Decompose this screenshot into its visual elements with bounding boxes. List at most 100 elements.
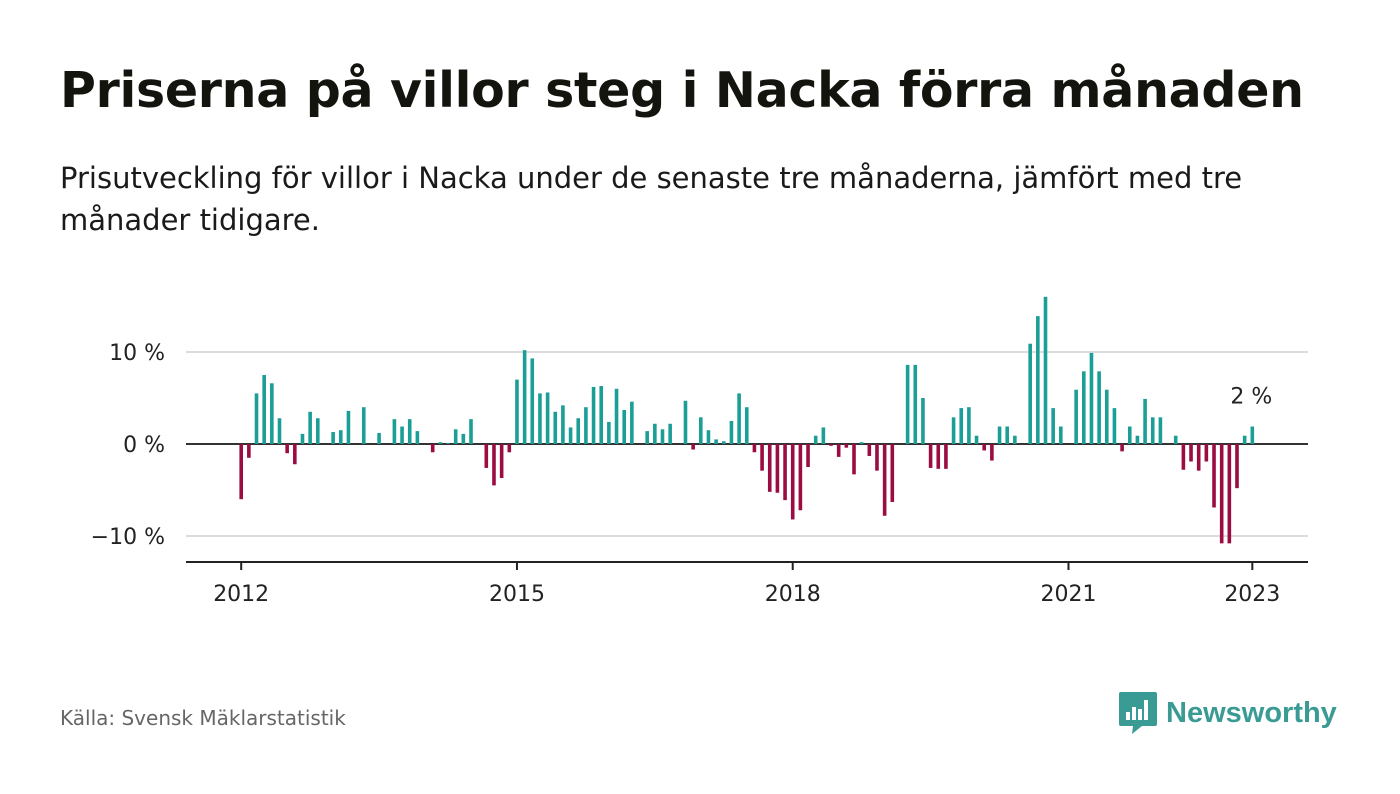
bar bbox=[760, 444, 764, 471]
bar bbox=[668, 423, 672, 444]
bar bbox=[729, 421, 734, 444]
bar bbox=[974, 435, 979, 444]
bar bbox=[752, 444, 757, 453]
bar bbox=[1112, 408, 1117, 444]
bar bbox=[331, 432, 335, 444]
bar bbox=[239, 444, 243, 500]
bar bbox=[599, 386, 604, 444]
bar bbox=[308, 411, 312, 444]
bar bbox=[936, 444, 941, 469]
x-tick-label: 2018 bbox=[765, 582, 821, 607]
bar bbox=[545, 392, 550, 444]
bar bbox=[1074, 389, 1078, 444]
bar bbox=[967, 407, 971, 444]
bar bbox=[867, 444, 872, 456]
bar bbox=[836, 444, 841, 457]
bar bbox=[767, 444, 772, 492]
bar bbox=[997, 426, 1002, 444]
bar bbox=[392, 419, 397, 444]
bar bbox=[453, 429, 458, 444]
bar bbox=[446, 443, 450, 444]
bar bbox=[614, 388, 619, 444]
y-tick-label: 0 % bbox=[123, 433, 165, 458]
bar bbox=[1127, 426, 1132, 444]
bar bbox=[400, 426, 404, 444]
bar bbox=[576, 418, 581, 444]
bar bbox=[806, 444, 810, 467]
bar bbox=[630, 401, 634, 444]
bar bbox=[1219, 444, 1224, 544]
bars bbox=[239, 296, 1255, 544]
bar bbox=[499, 444, 504, 479]
bar bbox=[507, 444, 512, 453]
bar bbox=[951, 417, 956, 444]
bar bbox=[798, 444, 803, 511]
bar bbox=[1204, 444, 1209, 462]
bar bbox=[1089, 352, 1094, 444]
bar bbox=[1150, 417, 1155, 444]
chart-title: Priserna på villor steg i Nacka förra må… bbox=[60, 62, 1304, 119]
bar bbox=[645, 431, 649, 444]
bar bbox=[1051, 408, 1055, 444]
bar bbox=[875, 444, 879, 471]
bar bbox=[913, 364, 918, 444]
bar bbox=[1059, 426, 1063, 444]
bar bbox=[744, 407, 749, 444]
bar bbox=[247, 444, 251, 458]
bar bbox=[346, 410, 351, 444]
bar bbox=[293, 444, 297, 465]
bar bbox=[660, 429, 665, 444]
bar bbox=[254, 393, 259, 444]
bar bbox=[530, 358, 535, 444]
bar bbox=[270, 383, 274, 444]
bar bbox=[1196, 444, 1201, 471]
bar bbox=[844, 444, 849, 448]
bar bbox=[1250, 426, 1255, 444]
bar bbox=[285, 444, 289, 454]
bar bbox=[921, 398, 925, 444]
y-tick-label: −10 % bbox=[91, 525, 165, 550]
bar bbox=[622, 409, 626, 444]
bar bbox=[829, 444, 833, 446]
bar bbox=[990, 444, 994, 461]
bar bbox=[706, 430, 711, 444]
bar bbox=[691, 444, 695, 450]
bar bbox=[584, 407, 588, 444]
bar bbox=[522, 350, 527, 444]
bar bbox=[1036, 316, 1040, 444]
x-axis bbox=[186, 561, 1308, 570]
bar bbox=[1212, 444, 1216, 508]
y-tick-label: 10 % bbox=[109, 341, 165, 366]
bar bbox=[277, 418, 282, 444]
bar bbox=[469, 419, 473, 444]
bar bbox=[1158, 417, 1163, 444]
bar bbox=[1082, 371, 1086, 444]
bar bbox=[461, 433, 466, 444]
bar bbox=[790, 444, 795, 520]
bar bbox=[775, 444, 780, 493]
bar bbox=[737, 393, 741, 444]
value-annotation: 2 % bbox=[1230, 385, 1272, 410]
bar bbox=[1104, 389, 1109, 444]
bar bbox=[1143, 398, 1147, 444]
chart-subtitle: Prisutveckling för villor i Nacka under … bbox=[60, 161, 1243, 237]
bar bbox=[430, 444, 435, 453]
bar bbox=[515, 379, 519, 444]
bar bbox=[607, 421, 611, 444]
bar bbox=[262, 375, 266, 444]
bar bbox=[300, 433, 305, 444]
brand-name: Newsworthy bbox=[1166, 696, 1337, 729]
bar bbox=[1135, 435, 1140, 444]
bar bbox=[882, 444, 887, 516]
bar bbox=[538, 393, 542, 444]
axis-labels: −10 % 0 % 10 % 2012 2015 2018 2021 2023 2 % bbox=[91, 341, 1281, 607]
bar bbox=[699, 417, 703, 444]
bar bbox=[1028, 343, 1032, 444]
bar bbox=[407, 419, 412, 444]
bar-chart: −10 % 0 % 10 % 2012 2015 2018 2021 2023 2 % bbox=[91, 296, 1308, 607]
bar bbox=[1005, 426, 1009, 444]
bar bbox=[553, 411, 558, 444]
bar bbox=[1181, 444, 1186, 470]
brand-logo: Newsworthy bbox=[1118, 690, 1337, 736]
bar bbox=[361, 407, 366, 444]
